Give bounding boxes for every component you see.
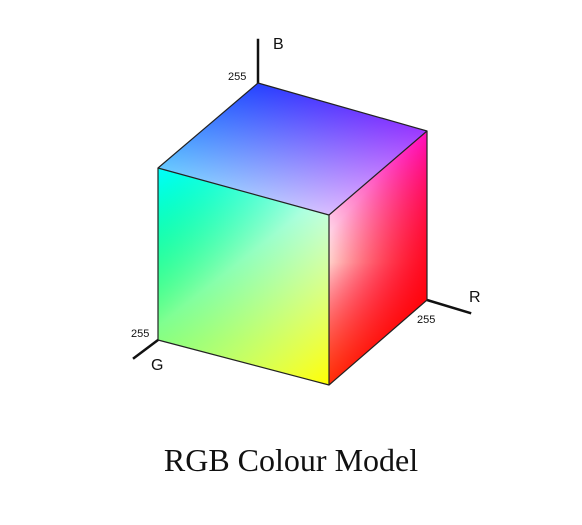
- cube-top-face: [158, 83, 427, 215]
- r-axis-line: [425, 298, 472, 315]
- g-axis-max-label: 255: [131, 328, 149, 340]
- r-axis-letter: R: [469, 289, 481, 306]
- figure-title: RGB Colour Model: [163, 442, 419, 478]
- g-axis-line: [132, 338, 160, 360]
- b-axis-max-label: 255: [228, 71, 246, 83]
- b-axis-letter: B: [273, 36, 284, 53]
- cube-left-face: [158, 168, 329, 385]
- cube-edges: [157, 82, 428, 386]
- r-axis-max-label: 255: [417, 314, 435, 326]
- g-axis-letter: G: [151, 357, 163, 374]
